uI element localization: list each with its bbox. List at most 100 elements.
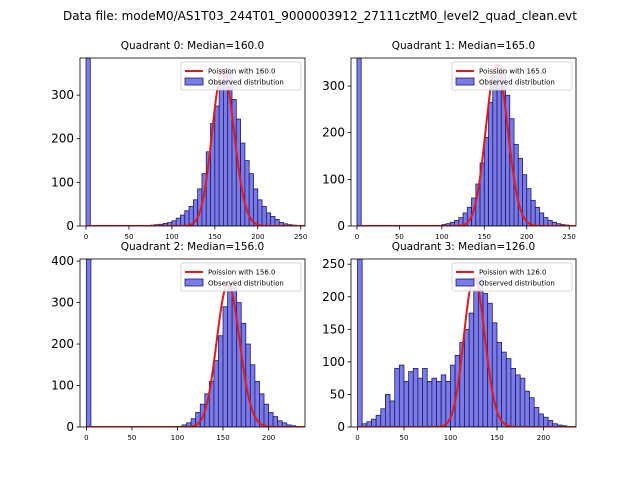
histogram-bar xyxy=(394,367,400,427)
chart-title: Quadrant 3: Median=126.0 xyxy=(392,241,535,253)
legend: Poission with 165.0 Observed distribution xyxy=(451,61,573,91)
histogram-bar xyxy=(468,312,475,427)
y-tick-label: 300 xyxy=(51,296,74,310)
histogram-bar xyxy=(530,199,536,226)
quadrant-3-chart: 0 50 100 150 200 0 50 100 150 200 250 Quadrant 3: M… xyxy=(322,241,577,442)
legend: Poission with 160.0 Observed distribution xyxy=(180,61,302,91)
legend: Poission with 126.0 Observed distribution xyxy=(451,262,573,292)
histogram-bar xyxy=(492,76,498,226)
plot-area xyxy=(85,259,305,427)
legend-observed-label: Observed distribution xyxy=(208,79,284,87)
legend-observed-swatch xyxy=(455,278,475,287)
histogram-bar xyxy=(385,394,391,427)
legend-observed-swatch xyxy=(455,77,475,86)
y-tick-label: 300 xyxy=(322,79,345,93)
x-tick-label: 150 xyxy=(490,434,503,442)
y-tick-label: 200 xyxy=(322,290,345,304)
histogram-bar xyxy=(533,407,540,427)
axes-frame xyxy=(350,258,577,428)
y-tick-label: 100 xyxy=(51,175,74,189)
histogram-bar xyxy=(184,210,190,226)
histogram-bar xyxy=(265,212,272,226)
histogram-bar xyxy=(483,136,489,226)
legend-poisson-label: Poission with 126.0 xyxy=(479,269,547,277)
histogram-bar xyxy=(517,157,523,226)
chart-title: Quadrant 1: Median=165.0 xyxy=(392,40,535,52)
x-tick-label: 150 xyxy=(208,233,221,241)
x-tick-label: 150 xyxy=(478,233,491,241)
histogram-bar xyxy=(488,101,494,226)
x-tick-label: 50 xyxy=(395,233,404,241)
histogram-bar xyxy=(85,259,92,427)
histogram-bar xyxy=(270,215,276,226)
quadrant-2-chart: 0 50 100 150 200 0 100 200 300 400 Quadrant 2: Med… xyxy=(51,241,306,442)
y-tick-label: 200 xyxy=(322,126,345,140)
y-tick-label: 150 xyxy=(322,322,345,336)
plot-area xyxy=(357,259,576,427)
histogram-bar xyxy=(222,306,228,427)
x-tick-label: 200 xyxy=(520,233,533,241)
histogram-bar xyxy=(218,335,224,427)
y-tick-label: 0 xyxy=(337,420,345,434)
legend-poisson-label: Poission with 156.0 xyxy=(208,269,276,277)
x-tick-label: 200 xyxy=(537,434,550,442)
x-tick-label: 150 xyxy=(216,434,229,442)
histogram-bar xyxy=(505,358,512,427)
x-tick-label: 100 xyxy=(444,434,457,442)
histogram-bar xyxy=(259,393,265,427)
x-tick-label: 100 xyxy=(435,233,448,241)
histogram-bar xyxy=(501,351,507,427)
histogram-bar xyxy=(519,377,526,427)
y-tick-label: 300 xyxy=(51,88,74,102)
x-tick-label: 0 xyxy=(84,434,88,442)
histogram-bar xyxy=(464,328,470,427)
histogram-bar xyxy=(223,68,229,226)
y-tick-label: 400 xyxy=(51,254,74,268)
legend-observed-label: Observed distribution xyxy=(479,79,555,87)
x-tick-label: 50 xyxy=(400,434,409,442)
histogram-bar xyxy=(408,371,414,427)
legend: Poission with 156.0 Observed distribution xyxy=(180,262,302,292)
legend-poisson-label: Poission with 160.0 xyxy=(208,68,276,76)
legend-box xyxy=(451,262,573,292)
x-tick-label: 200 xyxy=(251,233,264,241)
chart-title: Quadrant 2: Median=156.0 xyxy=(121,241,264,253)
histogram-bar xyxy=(539,212,545,226)
x-tick-label: 0 xyxy=(84,233,88,241)
histogram-bar xyxy=(543,217,549,226)
y-tick-label: 0 xyxy=(66,420,74,434)
x-tick-label: 50 xyxy=(124,233,133,241)
x-tick-label: 100 xyxy=(165,233,178,241)
histogram-bar xyxy=(357,259,363,427)
histogram-bar xyxy=(440,374,447,427)
histogram-bar xyxy=(422,367,428,427)
y-tick-label: 200 xyxy=(51,337,74,351)
histogram-bar xyxy=(261,205,267,226)
plot-area xyxy=(85,58,305,226)
y-tick-label: 250 xyxy=(322,257,345,271)
histogram-bar xyxy=(213,360,219,427)
histogram-bar xyxy=(356,58,362,226)
histogram-bar xyxy=(526,188,532,226)
x-tick-label: 250 xyxy=(294,233,307,241)
x-tick-label: 250 xyxy=(563,233,576,241)
legend-poisson-label: Poission with 165.0 xyxy=(479,68,547,76)
x-tick-label: 50 xyxy=(127,434,136,442)
legend-box xyxy=(180,61,302,91)
legend-observed-label: Observed distribution xyxy=(208,280,284,288)
histogram-bar xyxy=(85,58,91,226)
histogram-bar xyxy=(375,414,382,427)
histogram-bar xyxy=(417,377,423,427)
legend-observed-swatch xyxy=(184,278,204,287)
histogram-bar xyxy=(371,418,377,427)
histogram-bar xyxy=(534,206,540,226)
axes-frame xyxy=(350,57,577,227)
histogram-bar xyxy=(510,367,516,427)
histogram-bar xyxy=(380,408,386,427)
histogram-bar xyxy=(398,364,405,427)
histogram-bar xyxy=(412,367,419,427)
poisson-curve xyxy=(86,282,305,427)
x-tick-label: 0 xyxy=(355,434,359,442)
x-tick-label: 100 xyxy=(171,434,184,442)
